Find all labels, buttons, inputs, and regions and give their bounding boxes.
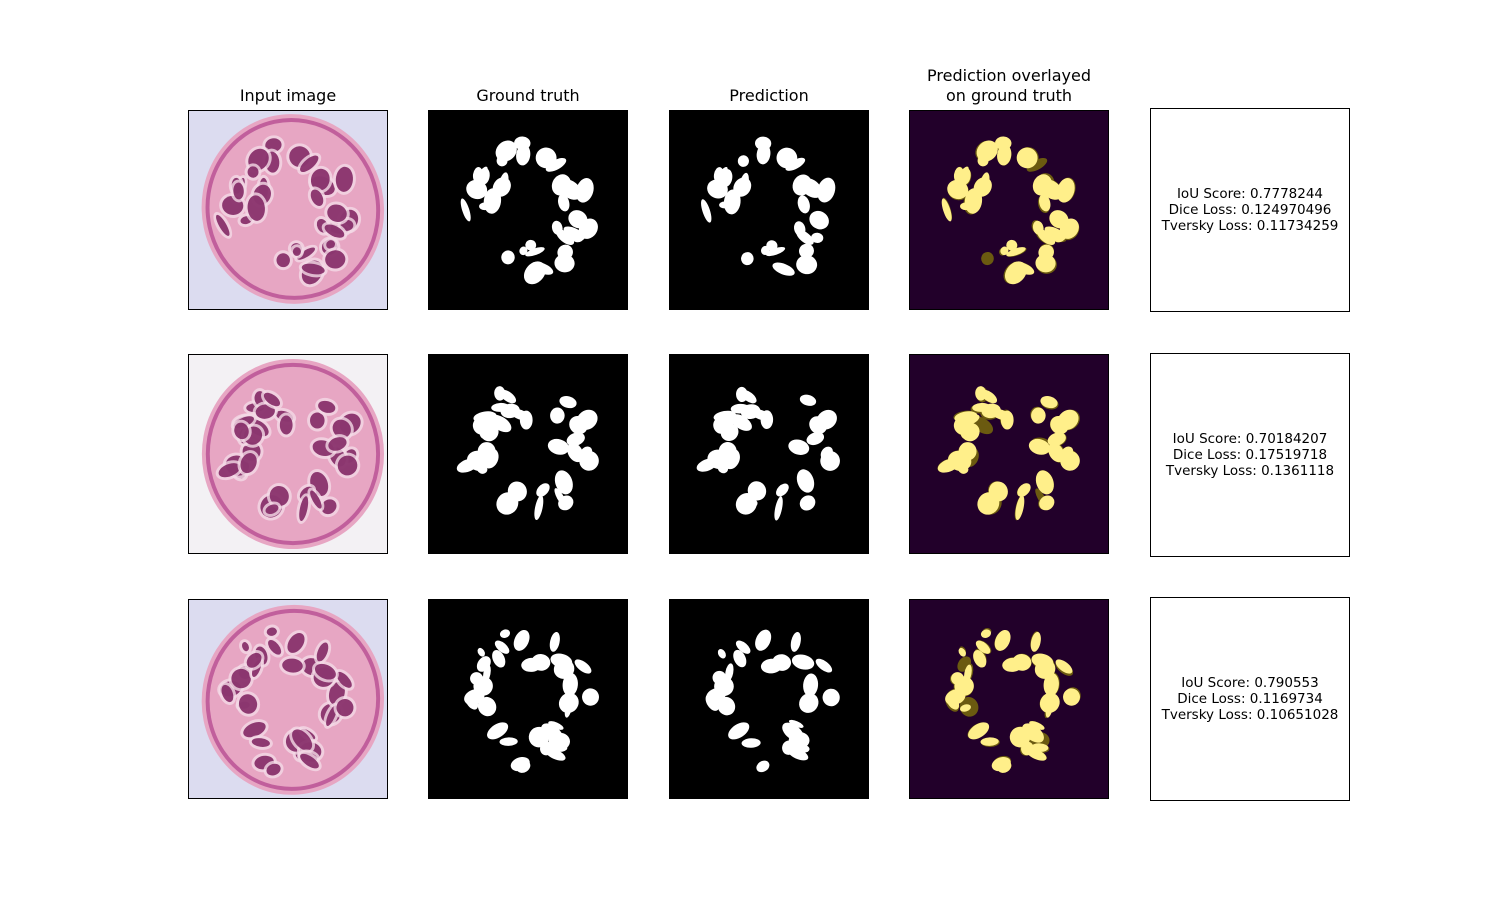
- overlay-title-line2: on ground truth: [945, 86, 1073, 105]
- prediction-mask-2: [669, 354, 869, 554]
- input-title-text: Input image: [239, 86, 337, 105]
- iou-score: IoU Score: 0.70184207: [1172, 431, 1328, 447]
- column-title-prediction: Prediction: [639, 86, 899, 106]
- column-title-input: Input image: [158, 86, 418, 106]
- input-image-1: [188, 110, 388, 310]
- tversky-loss: Tversky Loss: 0.1361118: [1165, 463, 1335, 479]
- column-title-ground-truth: Ground truth: [398, 86, 658, 106]
- prediction-title-text: Prediction: [729, 86, 809, 105]
- input-image-3: [188, 599, 388, 799]
- metrics-box-2: IoU Score: 0.70184207 Dice Loss: 0.17519…: [1150, 353, 1350, 557]
- overlay-title-line1: Prediction overlayed: [927, 66, 1091, 85]
- overlay-image-2: [909, 354, 1109, 554]
- prediction-mask-3: [669, 599, 869, 799]
- ground-truth-title-text: Ground truth: [476, 86, 580, 105]
- prediction-mask-1: [669, 110, 869, 310]
- iou-score: IoU Score: 0.7778244: [1176, 186, 1324, 202]
- input-image-2: [188, 354, 388, 554]
- metrics-box-1: IoU Score: 0.7778244 Dice Loss: 0.124970…: [1150, 108, 1350, 312]
- dice-loss: Dice Loss: 0.1169734: [1177, 691, 1323, 707]
- tversky-loss: Tversky Loss: 0.10651028: [1161, 707, 1339, 723]
- overlay-image-3: [909, 599, 1109, 799]
- tversky-loss: Tversky Loss: 0.11734259: [1161, 218, 1339, 234]
- iou-score: IoU Score: 0.790553: [1181, 675, 1319, 691]
- dice-loss: Dice Loss: 0.124970496: [1168, 202, 1332, 218]
- dice-loss: Dice Loss: 0.17519718: [1172, 447, 1328, 463]
- ground-truth-mask-1: [428, 110, 628, 310]
- metrics-box-3: IoU Score: 0.790553 Dice Loss: 0.1169734…: [1150, 597, 1350, 801]
- column-title-overlay: Prediction overlayed on ground truth: [879, 66, 1139, 106]
- ground-truth-mask-3: [428, 599, 628, 799]
- ground-truth-mask-2: [428, 354, 628, 554]
- overlay-image-1: [909, 110, 1109, 310]
